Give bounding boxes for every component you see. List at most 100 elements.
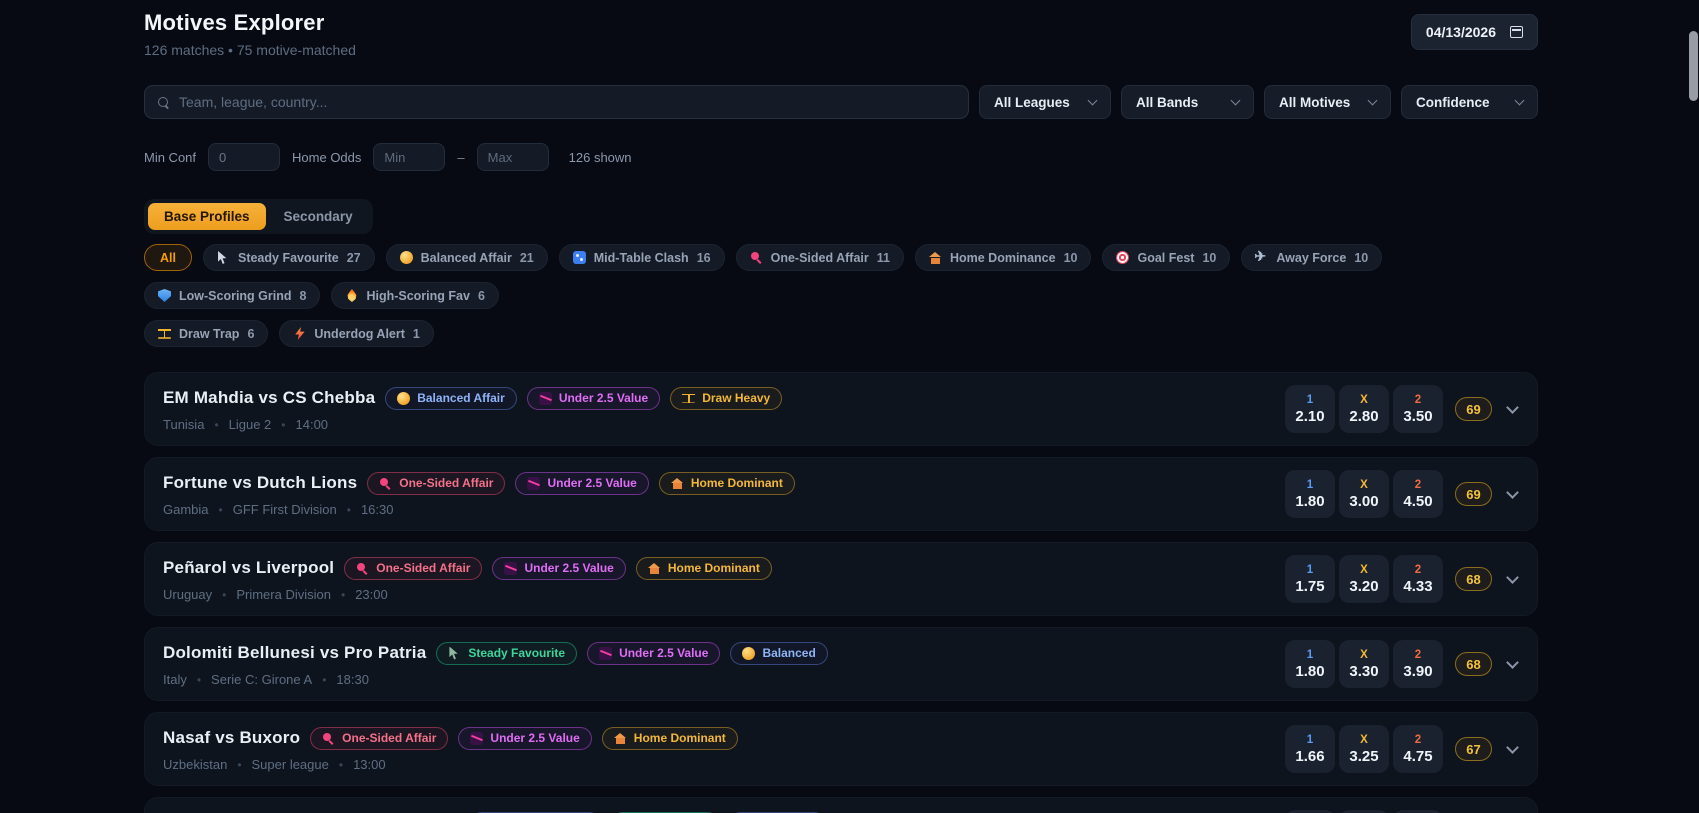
- chip-label: Draw Trap: [179, 326, 240, 341]
- scrollbar[interactable]: [1689, 31, 1698, 101]
- home-odds-min-input[interactable]: [373, 143, 446, 171]
- pushpin-icon: [356, 562, 369, 575]
- match-title: Peñarol vs Liverpool: [163, 558, 335, 577]
- search-box[interactable]: [144, 85, 969, 119]
- chart-down-icon: [599, 646, 613, 660]
- range-dash: –: [457, 149, 465, 165]
- home-odds: 12.15: [1285, 810, 1335, 813]
- chip-count: 1: [412, 326, 420, 341]
- chip-balanced-affair[interactable]: Balanced Affair 21: [385, 244, 548, 271]
- match-meta: ItalySerie C: Girone A18:30: [163, 672, 828, 687]
- tab-secondary[interactable]: Secondary: [268, 203, 369, 230]
- badge-under-25-value: Under 2.5 Value: [587, 641, 721, 665]
- chip-count: 6: [247, 326, 255, 341]
- bands-dropdown-label: All Bands: [1136, 94, 1199, 110]
- expand-chevron-icon[interactable]: [1506, 485, 1519, 499]
- expand-chevron-icon[interactable]: [1506, 570, 1519, 584]
- date-value: 04/13/2026: [1425, 24, 1496, 40]
- bands-dropdown[interactable]: All Bands: [1121, 85, 1254, 119]
- search-icon: [158, 96, 169, 108]
- match-card-dolomiti[interactable]: Dolomiti Bellunesi vs Pro Patria Steady …: [144, 627, 1538, 701]
- chip-count: 8: [299, 288, 307, 303]
- chip-one-sided-affair[interactable]: One-Sided Affair 11: [735, 244, 904, 271]
- away-odds: 2 3.90: [1393, 640, 1443, 688]
- match-card-fortune[interactable]: Fortune vs Dutch Lions One-Sided Affair …: [144, 457, 1538, 531]
- scales-icon: [158, 327, 171, 340]
- home-odds: 1 1.80: [1285, 470, 1335, 518]
- chip-label: Balanced Affair: [420, 250, 512, 265]
- chip-mid-table-clash[interactable]: Mid-Table Clash 16: [558, 244, 725, 271]
- match-title: Nasaf vs Buxoro: [163, 728, 301, 747]
- badge-under-25-value: Under 2.5 Value: [492, 556, 626, 580]
- date-picker[interactable]: 04/13/2026: [1410, 14, 1538, 50]
- chip-low-scoring-grind[interactable]: Low-Scoring Grind 8: [144, 282, 321, 309]
- draw-odds: X3.25: [1339, 810, 1389, 813]
- chevron-down-icon: [1514, 95, 1525, 105]
- chip-count: 10: [1063, 250, 1078, 265]
- cursor-icon: [218, 251, 227, 264]
- chip-count: 11: [876, 250, 890, 265]
- chip-count: 10: [1354, 250, 1369, 265]
- chip-draw-trap[interactable]: Draw Trap 6: [144, 320, 269, 347]
- coin-icon: [399, 251, 413, 264]
- expand-chevron-icon[interactable]: [1506, 400, 1519, 414]
- tab-base-profiles[interactable]: Base Profiles: [148, 203, 266, 230]
- match-card-em-mahdia[interactable]: EM Mahdia vs CS Chebba Balanced Affair U…: [144, 372, 1538, 446]
- expand-chevron-icon[interactable]: [1506, 655, 1519, 669]
- shown-count: 126 shown: [568, 149, 632, 165]
- expand-chevron-icon[interactable]: [1506, 740, 1519, 754]
- shield-icon: [158, 289, 171, 302]
- draw-odds: X 3.20: [1339, 555, 1389, 603]
- chip-home-dominance[interactable]: Home Dominance 10: [914, 244, 1092, 271]
- filter-row: Min Conf Home Odds – 126 shown: [144, 143, 1538, 171]
- badge-under-25-value: Under 2.5 Value: [515, 471, 649, 495]
- pushpin-icon: [322, 732, 335, 745]
- match-title: Fortune vs Dutch Lions: [163, 473, 358, 492]
- chevron-down-icon: [1367, 95, 1378, 105]
- chip-label: Mid-Table Clash: [593, 250, 689, 265]
- confidence-badge: 68: [1455, 567, 1492, 591]
- chip-all[interactable]: All: [144, 244, 192, 271]
- chip-count: 6: [477, 288, 485, 303]
- chip-label: High-Scoring Fav: [366, 288, 470, 303]
- header: Motives Explorer 126 matches • 75 motive…: [144, 10, 1538, 58]
- match-meta: GambiaGFF First Division16:30: [163, 502, 795, 517]
- chip-high-scoring-fav[interactable]: High-Scoring Fav 6: [331, 282, 499, 309]
- chip-away-force[interactable]: Away Force 10: [1241, 244, 1383, 271]
- home-odds-max-input[interactable]: [476, 143, 549, 171]
- chart-down-icon: [504, 561, 518, 575]
- chip-goal-fest[interactable]: Goal Fest 10: [1102, 244, 1231, 271]
- leagues-dropdown[interactable]: All Leagues: [979, 85, 1111, 119]
- badge-steady-favourite: Steady Favourite: [436, 641, 578, 665]
- lightning-icon: [295, 327, 305, 340]
- home-odds-label: Home Odds: [292, 149, 362, 165]
- chip-count: 27: [346, 250, 361, 265]
- match-card-nasaf[interactable]: Nasaf vs Buxoro One-Sided Affair Under 2…: [144, 712, 1538, 786]
- chip-underdog-alert[interactable]: Underdog Alert 1: [279, 320, 434, 347]
- min-conf-input[interactable]: [208, 143, 281, 171]
- badge-under-25-value: Under 2.5 Value: [458, 726, 592, 750]
- confidence-dropdown[interactable]: Confidence: [1401, 85, 1538, 119]
- away-odds: 2 4.33: [1393, 555, 1443, 603]
- badge-balanced: Balanced: [730, 641, 828, 665]
- chip-label: All: [160, 250, 176, 265]
- min-conf-label: Min Conf: [144, 149, 197, 165]
- search-input[interactable]: [179, 94, 955, 110]
- chip-steady-favourite[interactable]: Steady Favourite 27: [202, 244, 375, 271]
- badge-draw-heavy: Draw Heavy: [670, 386, 783, 410]
- motives-dropdown[interactable]: All Motives: [1264, 85, 1391, 119]
- confidence-badge: 68: [1455, 652, 1492, 676]
- badge-balanced-affair: Balanced Affair: [385, 386, 517, 410]
- away-odds: 23.10: [1393, 810, 1443, 813]
- badge-home-dominant: Home Dominant: [658, 471, 795, 495]
- house-icon: [928, 251, 942, 264]
- match-meta: UruguayPrimera Division23:00: [163, 587, 772, 602]
- match-title: Dolomiti Bellunesi vs Pro Patria: [163, 643, 427, 662]
- draw-odds: X 3.30: [1339, 640, 1389, 688]
- chip-label: Away Force: [1276, 250, 1347, 265]
- match-card-penarol[interactable]: Peñarol vs Liverpool One-Sided Affair Un…: [144, 542, 1538, 616]
- match-card-patriotas[interactable]: Patriotas Boyacá vs Real Cartagena Balan…: [144, 797, 1538, 813]
- dice-icon: [572, 251, 586, 264]
